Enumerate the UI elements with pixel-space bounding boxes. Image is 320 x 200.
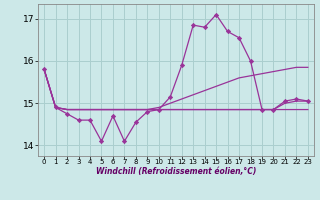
X-axis label: Windchill (Refroidissement éolien,°C): Windchill (Refroidissement éolien,°C) [96,167,256,176]
